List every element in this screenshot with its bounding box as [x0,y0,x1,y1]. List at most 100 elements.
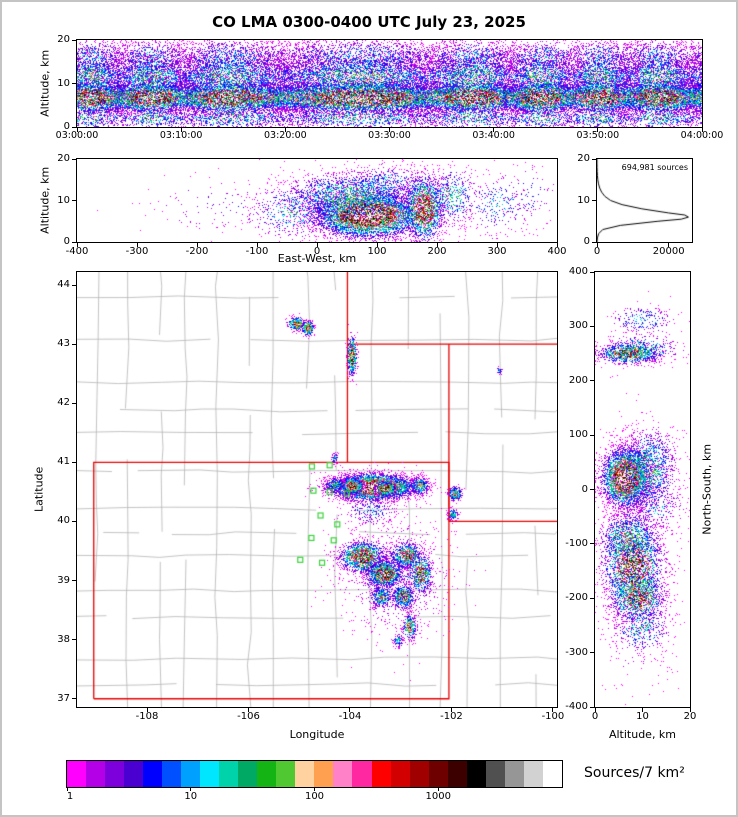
y-tick-label: 10 [57,77,70,89]
north-south-cross-section-panel [594,271,691,708]
x-axis-label: Altitude, km [608,728,677,741]
east-west-cross-section-panel [76,158,558,243]
x-tick-label: -106 [237,711,260,722]
x-tick-label: -300 [125,246,149,257]
y-tick-label: 43 [57,338,70,350]
colorbar-segment [523,761,543,787]
colorbar-segment [124,761,144,787]
tick-mark [689,708,691,712]
colorbar-segment [276,761,296,787]
tick-mark [437,787,439,791]
colorbar-segment [504,761,524,787]
tick-mark [72,284,76,286]
tick-mark [72,39,76,41]
colorbar-segment [219,761,239,787]
tick-mark [590,325,594,327]
x-tick-label: -200 [185,246,209,257]
tick-mark [314,787,315,791]
tick-mark [72,461,76,463]
colorbar-segment [428,761,448,787]
north-south-canvas [595,272,690,707]
figure-title: CO LMA 0300-0400 UTC July 23, 2025 [212,13,526,31]
colorbar-segment [466,761,486,787]
x-tick-label: 0 [313,246,321,257]
colorbar-segment [371,761,391,787]
x-tick-label: 03:00:00 [55,130,99,141]
y-tick-label: 300 [568,320,588,332]
tick-mark [72,698,76,700]
x-tick-label: 10 [636,711,649,722]
x-tick-label: 300 [487,246,507,257]
tick-mark [72,402,76,404]
y-tick-label: 39 [57,574,70,586]
time-height-canvas [77,40,702,127]
tick-mark [496,243,498,247]
colorbar-segment [143,761,163,787]
tick-mark [72,200,76,201]
tick-mark [701,128,703,132]
tick-mark [349,708,351,712]
plan-view-map-canvas [77,272,557,707]
x-tick-label: 03:40:00 [472,130,515,141]
tick-mark [592,200,596,201]
colorbar-tick-label: 100 [304,791,325,802]
colorbar-segment [200,761,220,787]
colorbar-segment [447,761,467,787]
colorbar-segment [67,761,87,787]
x-tick-label: -400 [65,246,89,257]
tick-mark [248,708,249,712]
tick-mark [597,128,599,132]
x-tick-label: 03:10:00 [159,130,203,141]
tick-mark [256,243,258,247]
tick-mark [72,639,76,641]
y-axis-label: Latitude [32,466,46,512]
x-tick-label: 0 [593,246,601,257]
x-tick-label: 03:20:00 [263,130,307,141]
y-axis-label: Altitude, km [38,166,52,234]
colorbar-segment [238,761,258,787]
x-tick-label: 200 [427,246,447,257]
y-tick-label: 20 [57,153,70,164]
colorbar [66,760,563,788]
y-axis-label: North-South, km [700,443,714,535]
y-tick-label: -200 [565,592,588,604]
x-axis-label: Longitude [289,728,345,741]
y-tick-label: 0 [581,483,588,495]
east-west-canvas [77,159,557,242]
tick-mark [592,158,596,160]
y-tick-label: 20 [57,34,70,45]
colorbar-segment [352,761,372,787]
tick-mark [493,128,495,132]
colorbar-segment [162,761,182,787]
y-tick-label: 0 [63,236,70,247]
tick-mark [72,241,76,243]
y-axis-label: Altitude, km [38,49,52,117]
colorbar-segment [542,761,562,787]
tick-mark [590,380,594,382]
source-count-annotation: 694,981 sources [621,163,688,172]
tick-mark [284,128,286,132]
colorbar-segment [181,761,201,787]
colorbar-segment [86,761,106,787]
x-axis-label: East-West, km [277,252,357,265]
colorbar-segment [257,761,277,787]
y-tick-label: 0 [583,236,590,247]
tick-mark [72,83,76,84]
tick-mark [66,787,68,791]
tick-mark [376,243,378,247]
time-height-panel [76,39,703,128]
x-tick-label: 0 [591,711,599,722]
tick-mark [76,128,78,132]
tick-mark [596,243,598,247]
tick-mark [316,243,318,247]
y-tick-label: -400 [565,701,588,712]
tick-mark [642,708,643,712]
y-tick-label: 20 [577,153,590,164]
altitude-histogram-panel [596,158,693,243]
tick-mark [436,243,438,247]
tick-mark [590,271,594,273]
tick-mark [594,708,596,712]
y-tick-label: 400 [568,266,588,277]
tick-mark [592,241,596,243]
